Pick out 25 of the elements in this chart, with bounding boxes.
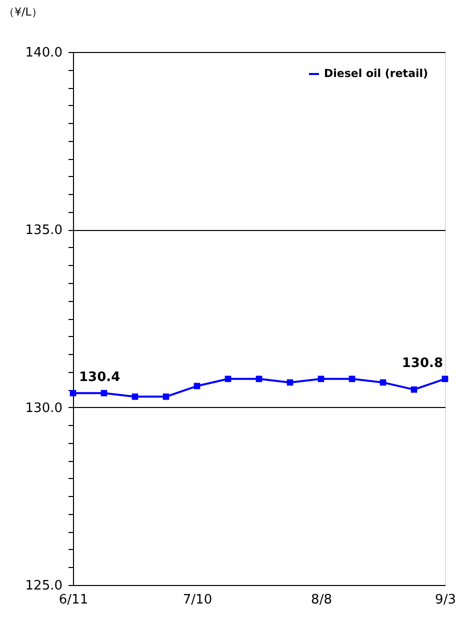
point (380, 379, 386, 386)
point (70, 390, 76, 396)
y-tick-label: 140.0 (25, 46, 62, 60)
point (286, 379, 294, 386)
data-label: 130.4 (79, 370, 120, 386)
x-tick-label: 7/10 (182, 592, 212, 608)
point (224, 376, 232, 382)
point (194, 382, 200, 390)
point (348, 376, 356, 382)
y-tick-label: 130.0 (25, 400, 62, 416)
x-tick-label: 9/3 (435, 592, 456, 608)
legend-label: Diesel oil (retail) (324, 67, 428, 80)
point (132, 394, 138, 400)
point (162, 394, 170, 400)
y-tick-label: 135.0 (25, 223, 62, 238)
y-tick-label: 125.0 (25, 578, 62, 594)
data-label: 130.8 (402, 356, 443, 371)
point (318, 376, 324, 382)
point (100, 390, 108, 396)
point (410, 386, 418, 393)
point (442, 376, 448, 382)
y-axis-title: （¥/L） (4, 6, 42, 18)
x-tick-label: 8/8 (311, 592, 332, 608)
point (256, 376, 262, 382)
x-tick-label: 6/11 (58, 592, 88, 608)
